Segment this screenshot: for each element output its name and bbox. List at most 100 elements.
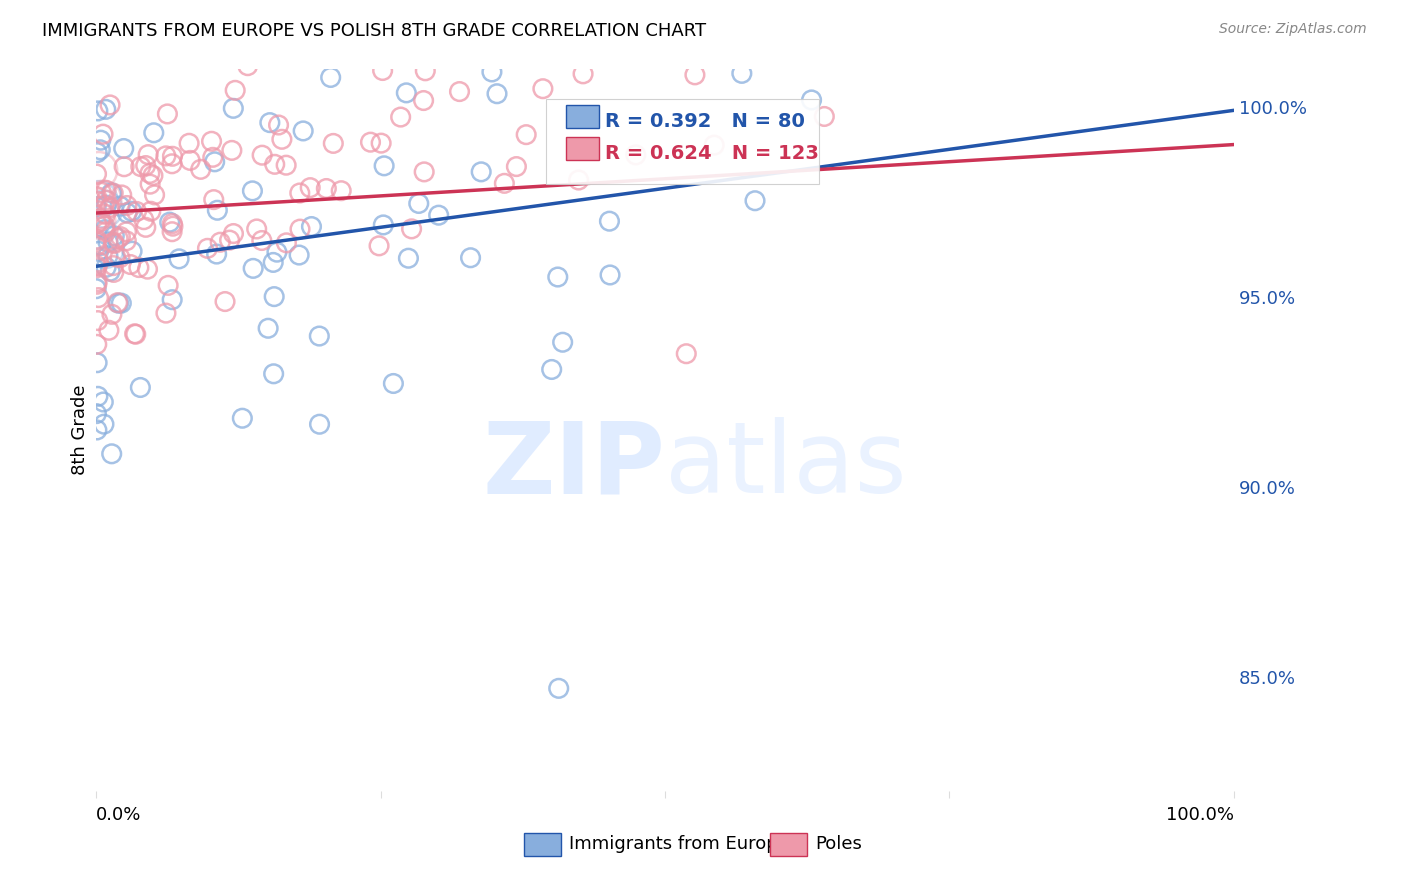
Point <box>246 222 269 236</box>
Point <box>94 183 117 197</box>
Point <box>90 238 112 252</box>
Point <box>129 160 152 174</box>
Point <box>540 362 562 376</box>
Point <box>93 417 115 432</box>
Point <box>242 184 264 198</box>
Point <box>103 186 125 200</box>
Point <box>84 223 107 237</box>
Point <box>190 162 212 177</box>
Point <box>703 138 725 153</box>
Point <box>162 219 184 234</box>
Point <box>86 189 108 203</box>
Point <box>129 380 152 394</box>
Point <box>86 275 108 289</box>
Point <box>84 259 107 273</box>
Point <box>683 68 706 82</box>
Point <box>449 85 471 99</box>
Point <box>207 203 229 218</box>
Y-axis label: 8th Grade: 8th Grade <box>72 384 89 475</box>
Point <box>98 264 121 278</box>
Point <box>115 198 138 212</box>
Point <box>162 149 184 163</box>
Text: Source: ZipAtlas.com: Source: ZipAtlas.com <box>1219 22 1367 37</box>
Point <box>86 356 108 370</box>
Point <box>110 296 132 310</box>
Point <box>266 245 288 260</box>
Text: 0.0%: 0.0% <box>96 806 142 824</box>
Point <box>100 447 122 461</box>
Point <box>112 142 135 156</box>
Point <box>360 135 382 149</box>
Point <box>389 110 412 124</box>
Point <box>731 66 754 80</box>
Point <box>89 212 111 227</box>
Point <box>142 126 165 140</box>
Point <box>91 192 114 206</box>
Point <box>224 83 246 97</box>
Text: ZIP: ZIP <box>482 417 665 515</box>
Point <box>86 239 108 253</box>
Point <box>167 252 190 266</box>
Point <box>112 160 135 174</box>
Point <box>160 225 183 239</box>
Text: R = 0.624   N = 123: R = 0.624 N = 123 <box>605 145 818 163</box>
Point <box>322 136 344 151</box>
Point <box>84 199 107 213</box>
Point <box>205 247 228 261</box>
Point <box>813 110 835 124</box>
Point <box>231 411 253 425</box>
Point <box>598 214 620 228</box>
Point <box>139 204 162 219</box>
Point <box>84 235 107 249</box>
Point <box>209 235 232 250</box>
Point <box>308 417 330 432</box>
Point <box>204 154 226 169</box>
Point <box>242 261 264 276</box>
Point <box>94 222 117 236</box>
Point <box>94 103 117 117</box>
Point <box>86 217 108 231</box>
Point <box>120 258 142 272</box>
Point <box>572 67 595 81</box>
Point <box>86 167 108 181</box>
Point <box>87 291 110 305</box>
Point <box>87 103 110 118</box>
Point <box>90 133 112 147</box>
Point <box>551 335 574 350</box>
Point <box>84 282 107 296</box>
Text: 100.0%: 100.0% <box>1166 806 1234 824</box>
Point <box>104 250 127 264</box>
Point <box>139 177 162 191</box>
Point <box>547 681 569 696</box>
Text: Immigrants from Europe: Immigrants from Europe <box>569 835 789 853</box>
Point <box>221 144 243 158</box>
Point <box>288 186 311 200</box>
Point <box>121 244 143 259</box>
Point <box>86 232 108 246</box>
Point <box>647 0 669 12</box>
Point <box>115 206 138 220</box>
Point <box>276 235 298 250</box>
Point <box>308 329 330 343</box>
Point <box>86 407 108 421</box>
Point <box>330 184 353 198</box>
Point <box>136 262 159 277</box>
Point <box>115 234 138 248</box>
Text: Poles: Poles <box>815 835 862 853</box>
Point <box>401 222 423 236</box>
Point <box>87 255 110 269</box>
Point <box>135 159 157 173</box>
Point <box>218 233 240 247</box>
Point <box>276 158 298 172</box>
Point <box>470 165 492 179</box>
Point <box>179 136 201 151</box>
Point <box>86 313 108 327</box>
Point <box>91 127 114 141</box>
Point <box>485 87 508 101</box>
Point <box>86 423 108 437</box>
Point <box>288 248 311 262</box>
Point <box>267 118 290 132</box>
Point <box>259 115 281 129</box>
Point <box>94 207 117 221</box>
Point <box>128 260 150 275</box>
